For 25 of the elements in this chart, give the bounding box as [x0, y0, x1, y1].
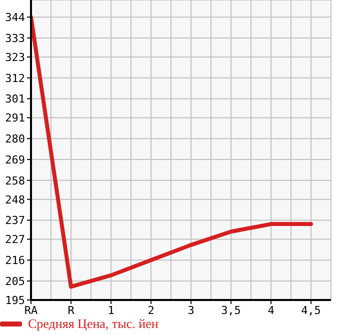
y-tick-label: 248 [5, 193, 25, 206]
y-tick-label: 312 [5, 72, 25, 85]
y-tick-label: 344 [5, 10, 26, 24]
line-series [31, 15, 313, 289]
y-tick-label: 323 [5, 50, 25, 64]
y-tick-label: 333 [5, 32, 25, 45]
y-tick-label: 280 [5, 132, 25, 146]
y-tick-label: 227 [5, 233, 25, 246]
y-tick-label: 205 [5, 274, 25, 288]
x-tick-label: 1 [108, 304, 114, 317]
x-tick-label: 4,5 [301, 304, 321, 317]
y-tick-label: 195 [5, 294, 25, 307]
y-tick-label: 258 [5, 174, 25, 188]
y-tick-label: 301 [5, 92, 25, 106]
y-tick-label: 216 [5, 254, 25, 268]
x-tick-label: 3,5 [221, 304, 241, 317]
x-tick-label: R [68, 304, 75, 317]
x-tick-label: 4 [268, 304, 275, 317]
legend-label: Средняя Цена, тыс. йен [28, 316, 158, 332]
y-tick-label: 237 [5, 214, 25, 228]
y-tick-label: 291 [5, 112, 25, 125]
x-tick-label: 2 [148, 304, 154, 317]
y-tick-label: 269 [5, 153, 25, 166]
x-tick-label: 3 [188, 304, 194, 317]
x-tick-label: RA [24, 304, 38, 317]
